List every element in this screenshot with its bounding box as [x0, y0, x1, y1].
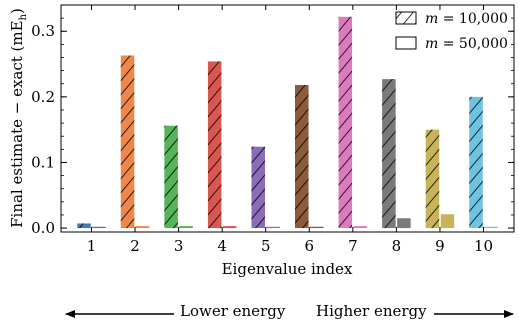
axes-layer: 1 2 3 4 5 6 7 8 9 10 0.0 0.1 0.2 0.3 [31, 4, 514, 255]
bar-m50000-2 [135, 226, 150, 229]
bar-m50000-3 [179, 226, 193, 229]
bar-hatch-4 [207, 61, 222, 229]
y-tick-label-2: 0.2 [31, 88, 55, 106]
bar-m50000-5 [266, 226, 280, 229]
bar-hatch-10 [469, 96, 483, 229]
bar-m50000-6 [310, 226, 324, 229]
x-tick-label-8: 8 [392, 237, 402, 255]
plot-frame [60, 4, 515, 233]
bar-m50000-7 [353, 226, 368, 229]
x-tick-label-3: 3 [174, 237, 184, 255]
x-tick-label-7: 7 [348, 237, 358, 255]
y-axis-label-main: Final estimate − exact (mE [8, 20, 26, 227]
legend-swatch-1 [395, 36, 417, 50]
x-tick-label-1: 1 [87, 237, 97, 255]
y-tick-label-3: 0.3 [31, 22, 55, 40]
x-tick-label-5: 5 [261, 237, 271, 255]
bar-hatch-7 [338, 16, 353, 229]
bar-hatch-6 [295, 85, 309, 229]
y-axis-label: Final estimate − exact (mEh) [8, 8, 29, 228]
bar-hatch-5 [251, 146, 265, 229]
x-axis-label: Eigenvalue index [222, 260, 353, 278]
bar-m50000-9 [440, 214, 455, 229]
x-tick-label-9: 9 [435, 237, 445, 255]
bar-m50000-1 [92, 226, 106, 229]
y-tick-label-0: 0.0 [31, 219, 55, 237]
y-axis-label-close: ) [8, 8, 26, 14]
bar-hatch-1 [77, 223, 91, 229]
x-tick-label-4: 4 [217, 237, 227, 255]
bars-layer [77, 16, 498, 229]
legend-label-1: m = 50,000 [425, 36, 508, 52]
legend-value-0: = 10,000 [438, 11, 508, 27]
bar-m50000-8 [397, 218, 411, 229]
x-tick-label-10: 10 [474, 237, 493, 255]
bar-hatch-2 [120, 55, 135, 229]
legend-label-0: m = 10,000 [425, 11, 508, 27]
higher-energy-label: Higher energy [316, 302, 427, 320]
legend-var-1: m [425, 36, 438, 52]
x-tick-label-2: 2 [130, 237, 140, 255]
y-axis-label-sub: h [18, 13, 29, 20]
x-tick-label-6: 6 [305, 237, 315, 255]
legend-swatch-hatch [396, 12, 416, 24]
bar-hatch-3 [164, 125, 178, 229]
bar-hatch-9 [425, 129, 440, 229]
bar-hatch-8 [382, 79, 396, 229]
lower-energy-label: Lower energy [180, 302, 286, 320]
legend-value-1: = 50,000 [438, 36, 508, 52]
bar-m50000-10 [484, 226, 498, 229]
legend-var-0: m [425, 11, 438, 27]
bar-m50000-4 [222, 226, 237, 229]
y-tick-label-1: 0.1 [31, 153, 55, 171]
